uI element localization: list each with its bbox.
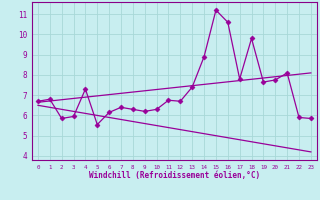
X-axis label: Windchill (Refroidissement éolien,°C): Windchill (Refroidissement éolien,°C): [89, 171, 260, 180]
